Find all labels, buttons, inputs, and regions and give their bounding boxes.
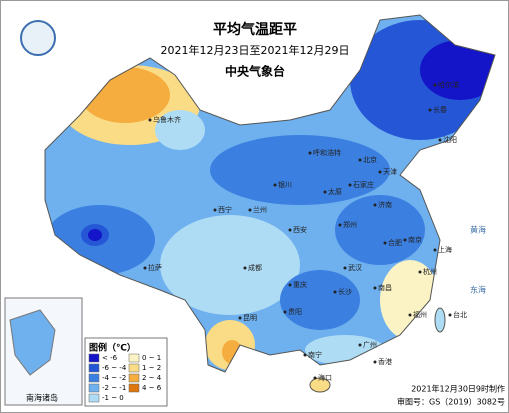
city-label: 南宁 <box>308 350 322 359</box>
city-label: 拉萨 <box>148 263 162 272</box>
city-label: 海口 <box>318 373 332 382</box>
city-dot <box>333 290 337 294</box>
city-dot <box>303 353 307 357</box>
city-dot <box>383 241 387 245</box>
city-label: 西安 <box>293 225 307 234</box>
legend-label: 1 ~ 2 <box>142 364 161 372</box>
city-dot <box>418 270 422 274</box>
legend-swatch <box>128 373 140 383</box>
city-dot <box>238 316 242 320</box>
city-label: 长沙 <box>338 287 352 296</box>
logo <box>20 20 56 56</box>
city-dot <box>313 376 317 380</box>
city-label: 重庆 <box>293 280 307 289</box>
city-label: 天津 <box>383 168 397 176</box>
legend-swatch <box>88 353 100 363</box>
city-label: 上海 <box>438 245 452 254</box>
city-label: 乌鲁木齐 <box>153 115 181 124</box>
city-dot <box>403 238 407 242</box>
city-label: 呼和浩特 <box>313 148 341 157</box>
footer-made: 2021年12月30日9时制作 <box>411 384 505 394</box>
city-label: 贵阳 <box>288 307 302 316</box>
taiwan <box>434 307 446 333</box>
city-dot <box>343 266 347 270</box>
legend-swatch <box>88 363 100 373</box>
city-dot <box>433 248 437 252</box>
city-label: 银川 <box>278 180 292 189</box>
city-dot <box>373 203 377 207</box>
footer-approval: 审图号：GS（2019）3082号 <box>397 397 505 407</box>
legend-label: -6 ~ -4 <box>102 364 127 372</box>
city-label: 武汉 <box>348 263 362 272</box>
city-dot <box>373 360 377 364</box>
city-label: 哈尔滨 <box>438 80 459 89</box>
city-dot <box>288 228 292 232</box>
city-label: 沈阳 <box>443 135 457 144</box>
city-label: 北京 <box>363 155 377 164</box>
city-dot <box>378 170 382 174</box>
city-dot <box>288 283 292 287</box>
inset-land <box>9 309 56 376</box>
city-label: 石家庄 <box>353 180 374 189</box>
city-label: 台北 <box>453 310 467 319</box>
legend-swatch <box>128 383 140 393</box>
city-label: 兰州 <box>253 205 267 214</box>
legend-swatch <box>88 393 100 403</box>
city-dot <box>273 183 277 187</box>
inset-label: 南海诸岛 <box>26 393 58 403</box>
city-dot <box>408 313 412 317</box>
legend-swatch <box>128 363 140 373</box>
city-dot <box>143 266 147 270</box>
title: 平均气温距平 <box>213 21 297 38</box>
city-dot <box>243 266 247 270</box>
city-label: 济南 <box>378 200 392 209</box>
city-label: 广州 <box>363 340 377 349</box>
legend-label: -4 ~ -2 <box>102 374 126 382</box>
sea-label: 东海 <box>470 285 486 295</box>
subtitle: 2021年12月23日至2021年12月29日 <box>161 43 350 57</box>
city-dot <box>213 208 217 212</box>
city-label: 福州 <box>413 310 427 319</box>
legend-swatch <box>88 383 100 393</box>
legend-label: 2 ~ 4 <box>142 374 162 382</box>
city-label: 成都 <box>248 263 262 272</box>
agency: 中央气象台 <box>225 64 285 79</box>
legend-label: 4 ~ 6 <box>142 384 162 392</box>
city-dot <box>248 208 252 212</box>
city-dot <box>148 118 152 122</box>
city-label: 合肥 <box>388 238 402 247</box>
city-label: 南昌 <box>378 283 392 292</box>
city-label: 杭州 <box>423 267 437 276</box>
sea-label: 黄海 <box>470 225 486 235</box>
city-label: 郑州 <box>343 221 357 229</box>
city-dot <box>308 151 312 155</box>
legend-title: 图例（℃） <box>89 342 136 354</box>
legend-label: < -6 <box>102 354 118 362</box>
city-label: 南京 <box>408 235 422 244</box>
city-label: 昆明 <box>243 314 257 322</box>
city-dot <box>433 83 437 87</box>
city-dot <box>358 158 362 162</box>
legend-label: -1 ~ 0 <box>102 394 124 402</box>
city-label: 长春 <box>433 105 447 114</box>
legend-label: -2 ~ -1 <box>102 384 126 392</box>
city-dot <box>348 183 352 187</box>
legend-swatch <box>88 373 100 383</box>
city-dot <box>373 286 377 290</box>
city-label: 太原 <box>328 187 342 196</box>
city-dot <box>338 223 342 227</box>
city-label: 香港 <box>378 357 392 366</box>
city-dot <box>358 343 362 347</box>
city-dot <box>283 310 287 314</box>
city-dot <box>438 138 442 142</box>
city-dot <box>448 313 452 317</box>
city-label: 西宁 <box>218 205 232 214</box>
legend-label: 0 ~ 1 <box>142 354 161 362</box>
city-dot <box>428 108 432 112</box>
hainan <box>309 377 331 393</box>
city-dot <box>323 190 327 194</box>
legend-swatch <box>128 353 140 363</box>
